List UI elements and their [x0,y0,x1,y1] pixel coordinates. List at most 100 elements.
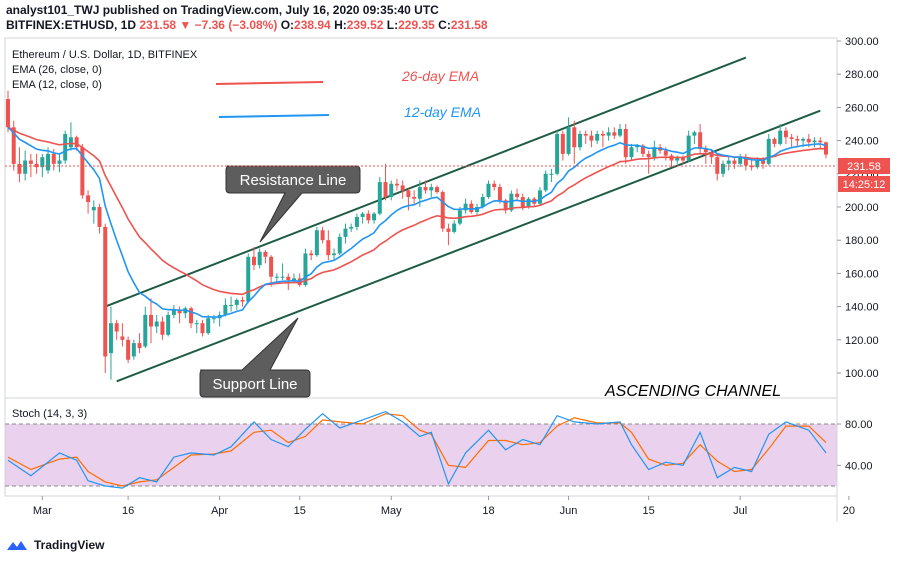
candle-body [149,314,153,327]
candle-body [137,343,142,349]
channel-label: ASCENDING CHANNEL [604,383,781,400]
candle-body [177,309,182,314]
price-tick-label: 260.00 [845,102,879,114]
candle-body [572,127,577,148]
candle-body [292,278,296,281]
candle-body [280,276,285,278]
candle-body [492,183,497,188]
candle-body [801,138,806,141]
candle-body [103,226,108,357]
ema12-note-line [218,114,330,118]
candle-body [566,127,571,154]
candle-body [463,203,468,211]
price-tick-label: 300.00 [845,36,879,48]
candle-body [160,321,165,335]
tradingview-brand: TradingView [34,538,105,552]
time-axis[interactable]: Mar 16 Apr 15 May 18 Jun 15 Jul 20 [33,496,855,517]
candle-body [86,195,91,203]
candle-body [412,197,417,199]
time-tick-label: 18 [482,505,494,517]
time-tick-label: Mar [33,505,52,517]
countdown-badge [838,176,890,192]
candle-body [749,165,754,168]
candle-body [578,133,582,148]
candle-body [126,339,131,360]
candle-body [28,160,33,164]
candle-body [366,213,371,221]
candle-body [503,200,508,211]
candle-body [549,173,554,175]
candle-body [17,163,22,174]
price-axis[interactable]: 300.00280.00260.00240.00220.00200.00180.… [837,36,879,380]
candle-body [377,182,382,214]
stoch-k-line [7,410,827,489]
candle-body [738,157,743,164]
candle-body [761,160,766,164]
tradingview-footer[interactable]: TradingView [6,538,104,552]
candle-body [320,230,325,241]
candle-body [497,187,502,201]
candle-body [789,137,794,139]
candle-body [34,163,39,168]
candle-body [423,187,428,191]
candle-body [240,299,245,302]
candle-body [143,314,148,347]
candle-body [114,323,119,332]
candle-body [812,140,817,143]
candle-body [635,145,640,148]
ema26-note-line [215,81,324,85]
price-tick-label: 200.00 [845,202,879,214]
price-tick-label: 140.00 [845,302,879,314]
stoch-lines [7,410,827,489]
resistance-label: Resistance Line [240,172,347,189]
candle-body [555,133,560,174]
price-tick-label: 180.00 [845,235,879,247]
candle-body [120,336,125,340]
candle-body [543,173,548,191]
price-tick-label: 280.00 [845,69,879,81]
candle-body [108,323,113,354]
candle-body [57,160,62,164]
candle-body [640,145,645,154]
candle-body [234,299,239,305]
candle-body [629,147,634,158]
candle-body [46,153,51,171]
candle-body [171,309,176,315]
candle-body [486,183,491,198]
candle-body [372,213,377,221]
candle-body [435,187,439,193]
candle-body [314,230,319,256]
ema12-line [7,126,827,318]
candle-body [618,128,623,136]
stoch-d-line [7,413,827,487]
support-label: Support Line [212,376,297,393]
candle-body [206,318,211,334]
time-tick-label: 15 [294,505,306,517]
candle-body [446,228,451,232]
candle-body [406,190,411,198]
resistance-callout[interactable]: Resistance Line [225,165,361,243]
candle-body [251,256,256,266]
high-label: H: [334,18,347,32]
candle-body [583,133,588,136]
candle-body [269,256,274,277]
candle-body [675,157,680,161]
candle-body [51,153,56,164]
candle-body [452,223,457,232]
candle-body [560,133,565,154]
candle-body [726,160,731,164]
candle-body [194,323,199,325]
time-tick-label: 20 [843,505,855,517]
ema26-line [7,126,827,296]
candle-body [400,185,405,191]
countdown-badge-text: 14:25:12 [843,179,886,191]
candle-body [509,193,514,211]
candle-body [23,160,28,174]
candle-body [189,308,194,324]
time-tick-label: May [381,505,402,517]
support-callout[interactable]: Support Line [199,317,311,398]
close-label: C: [438,18,451,32]
price-tick-label: 100.00 [845,368,879,380]
support-line [116,109,821,383]
